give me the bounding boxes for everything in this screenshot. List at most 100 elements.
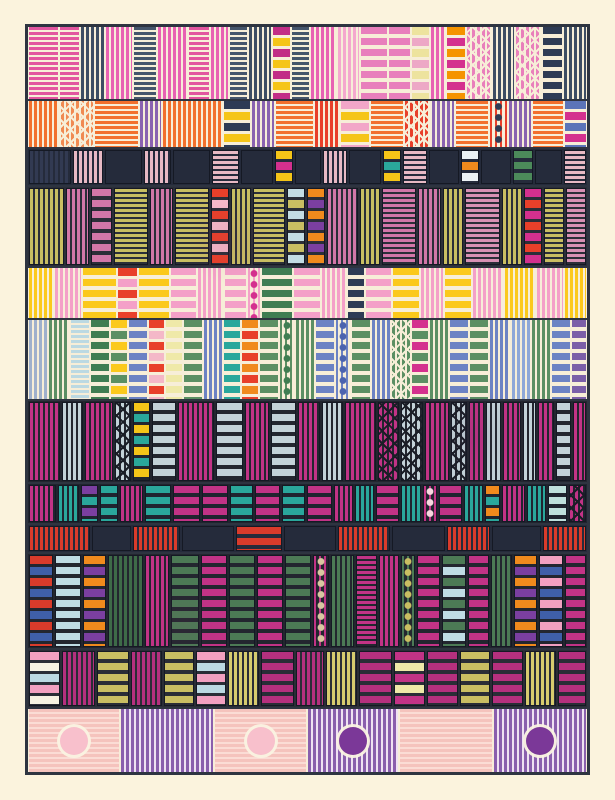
art-block — [504, 267, 535, 319]
art-block — [150, 188, 173, 265]
art-block — [393, 267, 420, 319]
art-block — [330, 555, 355, 647]
art-block — [29, 150, 71, 185]
art-block — [274, 150, 293, 185]
art-block — [571, 320, 586, 399]
art-block — [117, 267, 137, 319]
art-block — [241, 320, 258, 399]
art-block — [543, 27, 562, 100]
art-block — [133, 27, 157, 100]
art-block — [275, 101, 314, 148]
art-block — [178, 401, 214, 481]
art-block — [55, 267, 81, 319]
art-block — [485, 401, 502, 481]
art-block — [252, 101, 274, 148]
art-block — [469, 320, 488, 399]
art-block — [71, 320, 89, 399]
art-block — [231, 188, 252, 265]
art-block — [381, 188, 417, 265]
art-block — [198, 267, 223, 319]
art-block — [565, 188, 587, 265]
art-block — [572, 401, 586, 481]
art-block — [29, 650, 60, 707]
art-block — [145, 484, 171, 523]
art-block — [322, 401, 343, 481]
art-block — [227, 650, 259, 707]
art-block — [467, 27, 492, 100]
art-block — [310, 27, 337, 100]
art-block — [148, 320, 165, 399]
art-block — [502, 484, 526, 523]
art-block — [132, 526, 181, 552]
art-block — [228, 555, 255, 647]
art-block — [513, 555, 538, 647]
art-block — [464, 188, 500, 265]
art-block — [467, 555, 489, 647]
art-block — [95, 101, 139, 148]
art-block — [359, 188, 380, 265]
art-block — [564, 267, 587, 319]
art-block — [307, 484, 333, 523]
art-block — [451, 401, 467, 481]
art-block — [421, 267, 443, 319]
art-block — [532, 101, 563, 148]
art-block — [344, 401, 377, 481]
art-block — [322, 267, 347, 319]
art-row — [28, 483, 587, 526]
art-block — [29, 188, 64, 265]
art-block — [143, 150, 171, 185]
art-block — [412, 320, 428, 399]
art-block — [224, 267, 247, 319]
art-block — [361, 27, 387, 100]
art-block — [338, 27, 360, 100]
art-block — [515, 27, 542, 100]
art-block — [29, 267, 54, 319]
art-block — [400, 709, 493, 772]
artwork-canvas — [25, 24, 590, 775]
art-block — [326, 650, 357, 707]
art-block — [539, 555, 564, 647]
art-block — [204, 320, 223, 399]
art-block — [80, 484, 98, 523]
art-block — [481, 150, 512, 185]
circle-motif — [339, 726, 368, 755]
art-block — [128, 320, 147, 399]
art-block — [188, 27, 210, 100]
art-block — [104, 150, 142, 185]
art-block — [254, 484, 281, 523]
art-block — [557, 650, 587, 707]
art-block — [253, 188, 285, 265]
art-block — [260, 650, 295, 707]
art-block — [97, 650, 129, 707]
art-block — [494, 709, 586, 772]
art-block — [370, 101, 403, 148]
art-block — [48, 320, 70, 399]
art-block — [394, 650, 425, 707]
art-block — [80, 27, 105, 100]
art-block — [365, 267, 392, 319]
art-block — [334, 484, 354, 523]
art-block — [568, 484, 587, 523]
art-block — [459, 650, 491, 707]
art-block — [174, 188, 210, 265]
art-block — [211, 27, 229, 100]
art-block — [489, 320, 510, 399]
art-row — [28, 649, 587, 710]
art-row — [28, 709, 587, 772]
art-block — [349, 150, 382, 185]
art-block — [484, 484, 501, 523]
art-block — [170, 267, 197, 319]
art-block — [262, 267, 293, 319]
art-block — [538, 401, 554, 481]
art-block — [455, 101, 488, 148]
art-block — [62, 401, 83, 481]
art-block — [392, 526, 445, 552]
art-block — [271, 401, 296, 481]
art-block — [412, 27, 430, 100]
art-block — [282, 484, 305, 523]
art-block — [120, 484, 144, 523]
art-block — [564, 101, 587, 148]
art-row — [28, 187, 587, 268]
art-block — [306, 188, 325, 265]
art-block — [82, 267, 116, 319]
